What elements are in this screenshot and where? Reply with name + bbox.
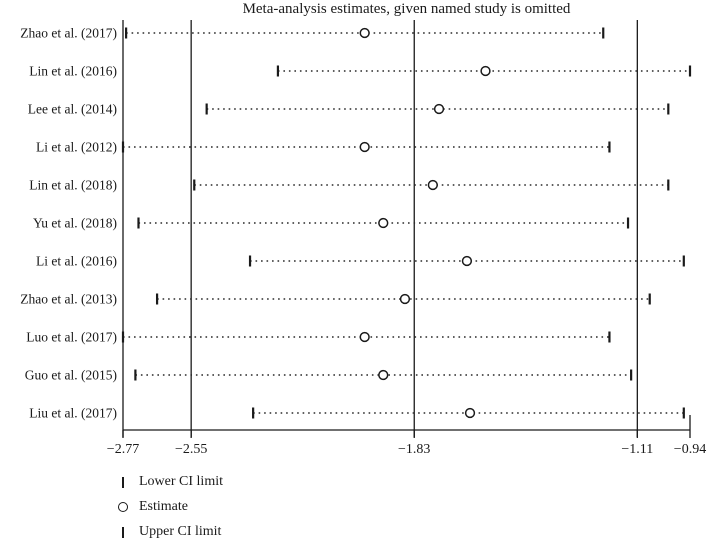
study-label: Lin et al. (2016) — [29, 64, 117, 79]
estimate-circle — [359, 141, 370, 153]
estimate-circle — [359, 331, 370, 343]
study-label: Lee et al. (2014) — [28, 102, 117, 117]
estimate-circle — [378, 217, 389, 229]
estimate-circle — [427, 179, 438, 191]
legend-item-upper-ci: Upper CI limit — [114, 524, 223, 540]
legend: Lower CI limit Estimate Upper CI limit — [114, 474, 223, 540]
lower-ci-marker-icon — [114, 476, 132, 488]
legend-item-estimate: Estimate — [114, 499, 223, 515]
estimate-circle — [378, 369, 389, 381]
study-label: Li et al. (2012) — [36, 140, 117, 155]
legend-label-estimate: Estimate — [139, 499, 188, 514]
axis-tick-label: −1.83 — [398, 442, 430, 457]
chart-title: Meta-analysis estimates, given named stu… — [242, 1, 571, 17]
study-label: Guo et al. (2015) — [25, 368, 117, 383]
study-label: Lin et al. (2018) — [29, 178, 117, 193]
study-label: Li et al. (2016) — [36, 254, 117, 269]
axis-tick-label: −2.77 — [107, 442, 139, 457]
estimate-circle — [399, 293, 411, 305]
legend-label-lower-ci: Lower CI limit — [139, 474, 223, 489]
study-label: Luo et al. (2017) — [26, 330, 117, 345]
estimate-circle — [480, 65, 491, 77]
estimate-circle — [461, 255, 473, 267]
study-label: Liu et al. (2017) — [29, 406, 117, 421]
legend-label-upper-ci: Upper CI limit — [139, 524, 222, 539]
study-label: Yu et al. (2018) — [33, 216, 117, 231]
estimate-circle — [359, 27, 370, 39]
legend-item-lower-ci: Lower CI limit — [114, 474, 223, 490]
estimate-circle — [433, 103, 445, 115]
study-label: Zhao et al. (2013) — [20, 292, 117, 307]
study-label: Zhao et al. (2017) — [20, 26, 117, 41]
axis-tick-label: −0.94 — [674, 442, 706, 457]
axis-tick-label: −2.55 — [175, 442, 207, 457]
upper-ci-marker-icon — [114, 526, 132, 538]
estimate-marker-icon — [114, 502, 132, 512]
axis-tick-label: −1.11 — [621, 442, 653, 457]
estimate-circle — [464, 407, 476, 419]
